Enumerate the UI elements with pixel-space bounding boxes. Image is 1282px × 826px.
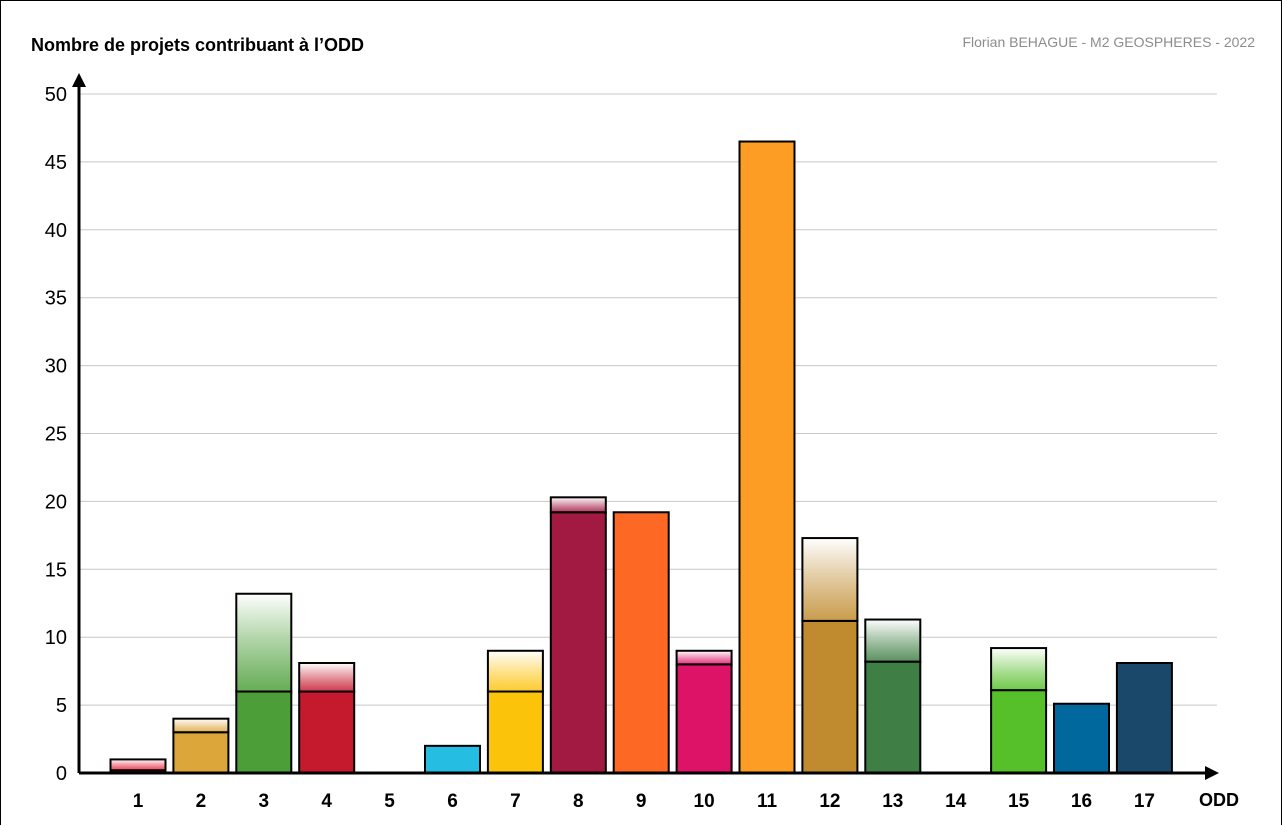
x-axis-title: ODD: [1199, 790, 1239, 810]
x-tick-label: 4: [321, 791, 332, 812]
y-tick-label: 40: [45, 220, 67, 242]
x-tick-label: 12: [819, 791, 840, 812]
bar-odd-12-secondary: [801, 537, 859, 622]
bar-odd-4-secondary: [298, 662, 356, 693]
y-tick-label: 45: [45, 152, 67, 174]
bar-odd-15-secondary: [990, 647, 1048, 692]
x-tick-label: 16: [1071, 791, 1092, 812]
bar-odd-6: [424, 744, 481, 775]
x-tick-label: 13: [882, 791, 903, 812]
y-tick-label: 35: [45, 288, 67, 310]
x-tick-label: 14: [945, 791, 967, 812]
x-tick-label: 17: [1134, 791, 1155, 812]
bar-odd-17: [1115, 662, 1173, 775]
axes: [72, 73, 1219, 780]
bar-odd-10-secondary: [675, 649, 733, 666]
x-tick-labels: 1 2 3 4 5 6 7 8 9 10 11 12 13 14 15 16 17: [133, 791, 1155, 812]
y-tick-label: 5: [56, 695, 67, 717]
x-tick-label: 10: [694, 791, 715, 812]
x-tick-label: 1: [133, 791, 144, 812]
bar-odd-12: [801, 619, 859, 774]
bar-odd-3-secondary: [235, 592, 293, 693]
bar-odd-1-secondary: [109, 758, 167, 772]
x-tick-label: 5: [384, 791, 395, 812]
x-axis-arrow: [1205, 766, 1219, 780]
bar-odd-3: [235, 690, 293, 775]
y-tick-label: 15: [45, 559, 67, 581]
bar-odd-7-secondary: [486, 649, 544, 693]
y-tick-label: 30: [45, 356, 67, 378]
bar-odd-7: [486, 690, 544, 775]
bar-odd-2: [172, 731, 230, 775]
y-tick-label: 20: [45, 491, 67, 513]
author-credit: Florian BEHAGUE - M2 GEOSPHERES - 2022: [962, 34, 1255, 50]
bar-odd-13-secondary: [864, 618, 922, 663]
bar-odd-15: [990, 689, 1048, 774]
x-tick-label: 7: [510, 791, 521, 812]
x-tick-label: 2: [196, 791, 207, 812]
y-axis-arrow: [72, 73, 86, 87]
x-tick-label: 15: [1008, 791, 1030, 812]
y-tick-label: 50: [45, 84, 67, 106]
x-tick-label: 8: [573, 791, 584, 812]
bar-odd-2-secondary: [172, 717, 230, 734]
y-axis-title: Nombre de projets contribuant à l’ODD: [31, 35, 365, 55]
bar-odd-11: [738, 140, 796, 774]
y-tick-labels: 0 5 10 15 20 25 30 35 40 45 50: [45, 84, 67, 785]
bars: [109, 140, 1173, 775]
x-tick-label: 9: [636, 791, 647, 812]
x-tick-label: 11: [757, 791, 778, 812]
bar-odd-10: [675, 663, 733, 774]
bar-odd-16: [1053, 702, 1110, 775]
bar-odd-9: [612, 511, 670, 774]
y-tick-label: 10: [45, 627, 67, 649]
bar-odd-13: [864, 660, 922, 774]
x-tick-label: 6: [447, 791, 458, 812]
y-tick-label: 25: [45, 424, 67, 446]
bar-odd-8-secondary: [549, 496, 607, 514]
bar-odd-4: [298, 690, 356, 775]
bar-odd-8: [549, 511, 607, 774]
x-tick-label: 3: [259, 791, 270, 812]
y-tick-label: 0: [56, 763, 67, 785]
